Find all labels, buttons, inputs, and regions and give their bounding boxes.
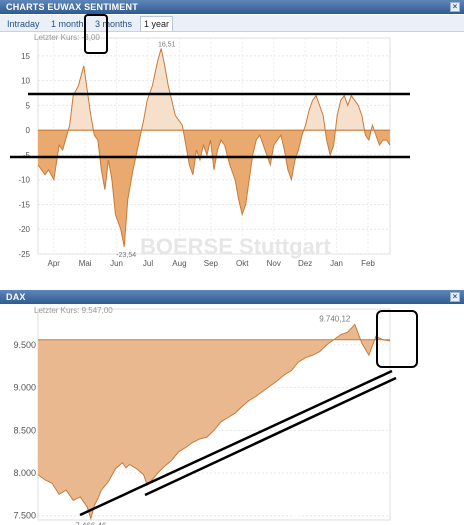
y-tick-label: -15 — [18, 200, 30, 209]
data-label: 16,51 — [158, 41, 176, 48]
tab-3-months[interactable]: 3 months — [95, 19, 133, 29]
y-tick-label: -5 — [23, 151, 31, 160]
close-icon[interactable]: × — [450, 292, 460, 302]
y-tick-label: -10 — [18, 176, 30, 185]
tab-1-month[interactable]: 1 month — [51, 19, 84, 29]
panel-title-dax: DAX — [6, 292, 26, 302]
y-tick-label: 5 — [26, 101, 31, 110]
y-tick-label: -20 — [18, 225, 30, 234]
watermark: BOERSE Stuttgart — [140, 492, 331, 517]
sentiment-chart: 15 10 5 0 -5 -10 -15 -20 -25 Apr Mai Jun Jul Aug Sep Ok… — [10, 33, 410, 268]
x-tick-label: Aug — [172, 259, 186, 268]
y-tick-label: 10 — [21, 77, 30, 86]
x-tick-label: Dez — [298, 259, 312, 268]
data-label: -23,54 — [116, 252, 136, 259]
x-tick-label: Feb — [361, 259, 375, 268]
data-label: 7.466,46 — [75, 522, 107, 525]
x-tick-label: Okt — [236, 259, 249, 268]
last-price-label: Letzter Kurs: -3,00 — [34, 33, 100, 42]
x-tick-label: Jul — [143, 259, 153, 268]
y-tick-label: 0 — [26, 126, 31, 135]
dax-chart: 9.500 9.000 8.500 8.000 7.500 Letzter Kurs: … — [13, 306, 397, 525]
x-tick-label: Nov — [267, 259, 281, 268]
data-label: 9.740,12 — [319, 314, 351, 323]
y-tick-label: 7.500 — [13, 511, 36, 521]
close-icon[interactable]: × — [450, 2, 460, 12]
y-tick-label: 8.000 — [13, 468, 36, 478]
x-tick-label: Jun — [110, 259, 123, 268]
y-tick-label: 15 — [21, 52, 30, 61]
panel-title: CHARTS EUWAX SENTIMENT — [6, 2, 138, 12]
highlight-box — [84, 14, 108, 54]
last-price-label-dax: Letzter Kurs: 9.547,00 — [34, 306, 113, 315]
tab-1-year[interactable]: 1 year — [140, 16, 174, 31]
area-fill — [38, 324, 390, 519]
timeframe-tabs: Intraday 1 month 3 months 1 year — [0, 15, 464, 32]
x-tick-label: Jan — [330, 259, 343, 268]
watermark: BOERSE Stuttgart — [140, 234, 331, 259]
y-tick-label: -25 — [18, 250, 30, 259]
tab-intraday[interactable]: Intraday — [7, 19, 40, 29]
x-tick-label: Apr — [47, 259, 60, 268]
y-tick-label: 9.500 — [13, 340, 36, 350]
overlay-trend-line-2 — [144, 376, 397, 497]
x-tick-label: Sep — [204, 259, 219, 268]
y-tick-label: 9.000 — [13, 383, 36, 393]
y-tick-label: 8.500 — [13, 425, 36, 435]
panel-header-sentiment: CHARTS EUWAX SENTIMENT × — [0, 0, 464, 14]
highlight-box-dax — [376, 310, 418, 368]
area-positive — [68, 48, 375, 131]
x-tick-label: Mai — [79, 259, 92, 268]
panel-header-dax: DAX × — [0, 290, 464, 304]
series-line — [37, 323, 391, 521]
overlay-trend-line-1 — [79, 369, 393, 517]
